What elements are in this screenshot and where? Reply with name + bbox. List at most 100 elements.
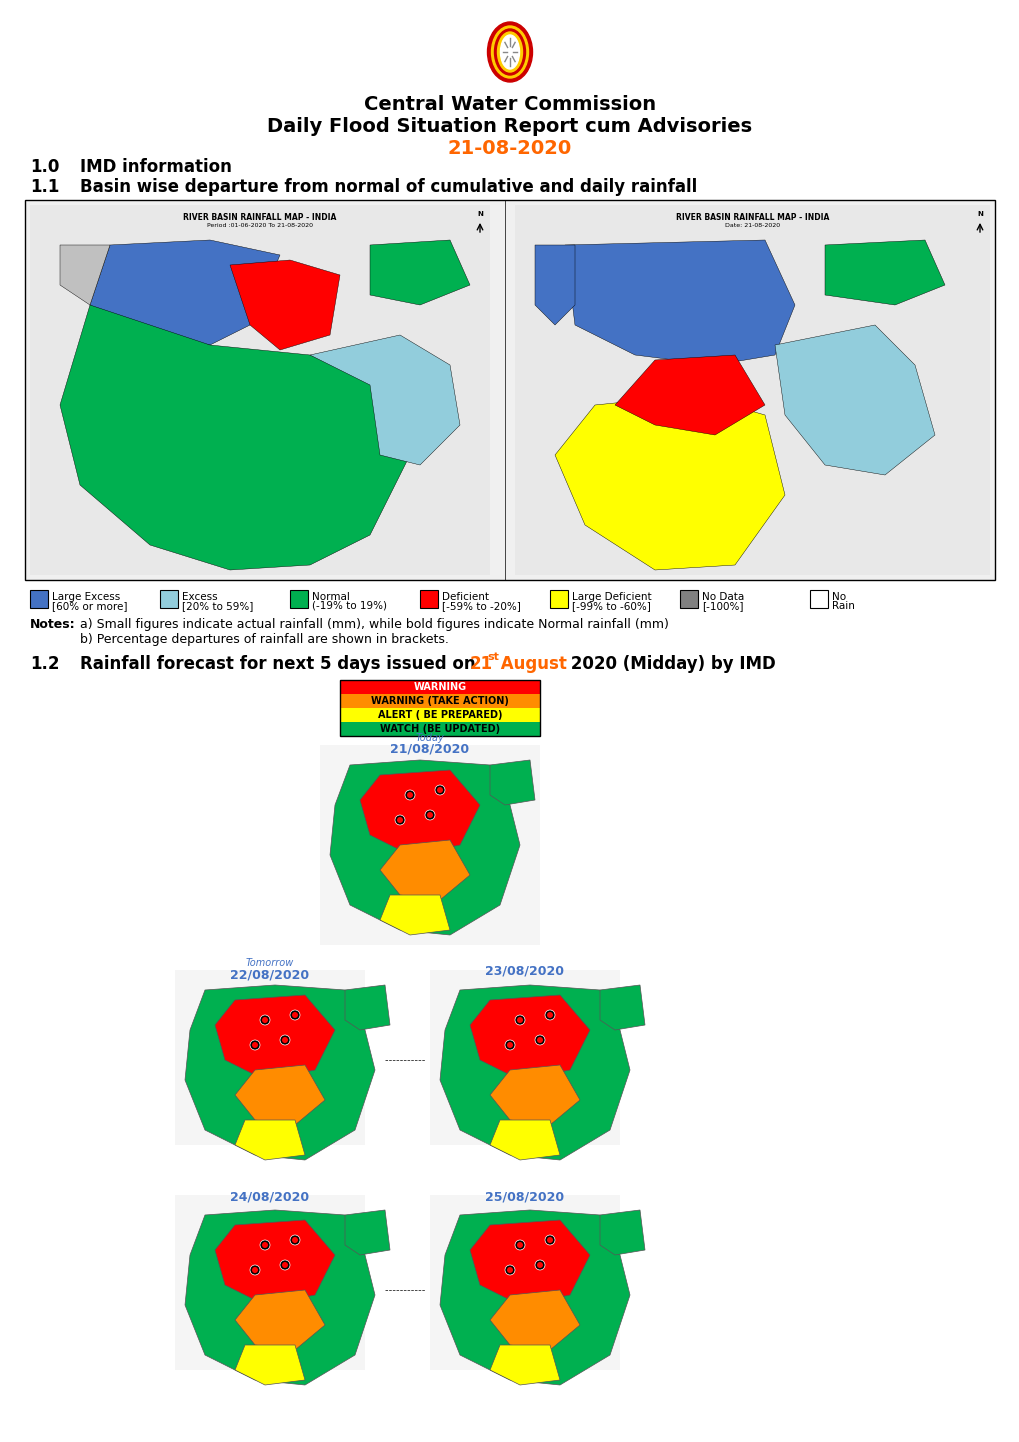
Polygon shape <box>380 841 470 900</box>
Text: Date: 21-08-2020: Date: 21-08-2020 <box>725 224 780 228</box>
Text: RIVER BASIN RAINFALL MAP - INDIA: RIVER BASIN RAINFALL MAP - INDIA <box>676 213 828 222</box>
Text: Rainfall forecast for next 5 days issued on: Rainfall forecast for next 5 days issued… <box>79 655 481 673</box>
Text: WARNING (TAKE ACTION): WARNING (TAKE ACTION) <box>371 696 508 707</box>
Polygon shape <box>439 985 630 1159</box>
Circle shape <box>291 1012 298 1018</box>
Text: Rain: Rain <box>832 601 854 611</box>
Text: 21-08-2020: 21-08-2020 <box>447 138 572 159</box>
Polygon shape <box>60 306 410 570</box>
Bar <box>339 708 539 722</box>
Bar <box>160 590 178 609</box>
Circle shape <box>396 818 403 823</box>
Text: [-100%]: [-100%] <box>701 601 743 611</box>
Text: No: No <box>832 593 846 601</box>
Bar <box>289 590 308 609</box>
Polygon shape <box>470 995 589 1080</box>
Text: Central Water Commission: Central Water Commission <box>364 95 655 114</box>
Polygon shape <box>380 895 449 934</box>
Circle shape <box>517 1242 523 1247</box>
Text: 25/08/2020: 25/08/2020 <box>485 1190 564 1203</box>
Circle shape <box>250 1040 260 1050</box>
Circle shape <box>504 1265 515 1275</box>
Text: 21/08/2020: 21/08/2020 <box>390 743 469 756</box>
Text: 2020 (Midday) by IMD: 2020 (Midday) by IMD <box>565 655 775 673</box>
Circle shape <box>425 810 434 820</box>
Polygon shape <box>370 239 470 306</box>
Circle shape <box>544 1234 554 1244</box>
Polygon shape <box>489 1291 580 1350</box>
Circle shape <box>407 792 413 797</box>
Circle shape <box>252 1268 258 1273</box>
Circle shape <box>281 1037 287 1043</box>
Circle shape <box>535 1260 544 1270</box>
Bar <box>430 970 620 1145</box>
Circle shape <box>250 1265 260 1275</box>
Bar <box>515 205 989 575</box>
Polygon shape <box>229 260 339 350</box>
Text: August: August <box>494 655 567 673</box>
Polygon shape <box>599 1210 644 1255</box>
Text: ALERT ( BE PREPARED): ALERT ( BE PREPARED) <box>377 709 501 720</box>
Polygon shape <box>215 995 334 1080</box>
Circle shape <box>515 1240 525 1250</box>
Bar <box>320 746 539 945</box>
Text: Large Deficient: Large Deficient <box>572 593 651 601</box>
Circle shape <box>506 1268 513 1273</box>
Circle shape <box>262 1242 268 1247</box>
Circle shape <box>546 1237 552 1243</box>
Circle shape <box>427 812 433 818</box>
Ellipse shape <box>487 22 532 82</box>
Text: 1.2: 1.2 <box>30 655 59 673</box>
Polygon shape <box>60 245 110 306</box>
Bar <box>30 205 489 575</box>
Text: RIVER BASIN RAINFALL MAP - INDIA: RIVER BASIN RAINFALL MAP - INDIA <box>183 213 336 222</box>
Circle shape <box>260 1015 270 1025</box>
Text: a) Small figures indicate actual rainfall (mm), while bold figures indicate Norm: a) Small figures indicate actual rainfal… <box>79 619 668 632</box>
Bar <box>430 1195 620 1370</box>
Circle shape <box>280 1035 289 1045</box>
Polygon shape <box>360 770 480 855</box>
Polygon shape <box>774 324 934 474</box>
Circle shape <box>405 790 415 800</box>
Text: 24/08/2020: 24/08/2020 <box>230 1190 309 1203</box>
Ellipse shape <box>494 29 525 75</box>
Text: Today: Today <box>415 733 444 743</box>
Bar <box>175 1195 365 1370</box>
Polygon shape <box>599 985 644 1030</box>
Circle shape <box>504 1040 515 1050</box>
Polygon shape <box>184 985 375 1159</box>
Circle shape <box>281 1262 287 1268</box>
Text: Period :01-06-2020 To 21-08-2020: Period :01-06-2020 To 21-08-2020 <box>207 224 313 228</box>
Text: st: st <box>486 652 498 662</box>
Text: Deficient: Deficient <box>441 593 488 601</box>
Circle shape <box>535 1035 544 1045</box>
Polygon shape <box>234 1066 325 1125</box>
Circle shape <box>260 1240 270 1250</box>
Polygon shape <box>234 1345 305 1384</box>
Polygon shape <box>184 1210 375 1384</box>
Polygon shape <box>90 239 280 345</box>
Text: Basin wise departure from normal of cumulative and daily rainfall: Basin wise departure from normal of cumu… <box>79 177 697 196</box>
Circle shape <box>252 1043 258 1048</box>
Text: N: N <box>477 211 482 216</box>
Bar <box>339 681 539 735</box>
Circle shape <box>434 784 444 795</box>
Bar <box>339 694 539 708</box>
Text: [-59% to -20%]: [-59% to -20%] <box>441 601 521 611</box>
Text: Notes:: Notes: <box>30 619 75 632</box>
Circle shape <box>262 1017 268 1022</box>
Circle shape <box>544 1009 554 1019</box>
Ellipse shape <box>491 26 528 78</box>
Bar <box>549 590 568 609</box>
Circle shape <box>289 1234 300 1244</box>
Circle shape <box>280 1260 289 1270</box>
Bar <box>680 590 697 609</box>
Ellipse shape <box>497 32 522 72</box>
Polygon shape <box>489 1345 559 1384</box>
Bar <box>175 970 365 1145</box>
Text: (-19% to 19%): (-19% to 19%) <box>312 601 386 611</box>
Text: Normal: Normal <box>312 593 350 601</box>
Ellipse shape <box>500 35 519 69</box>
Text: Excess: Excess <box>181 593 217 601</box>
Text: [20% to 59%]: [20% to 59%] <box>181 601 253 611</box>
